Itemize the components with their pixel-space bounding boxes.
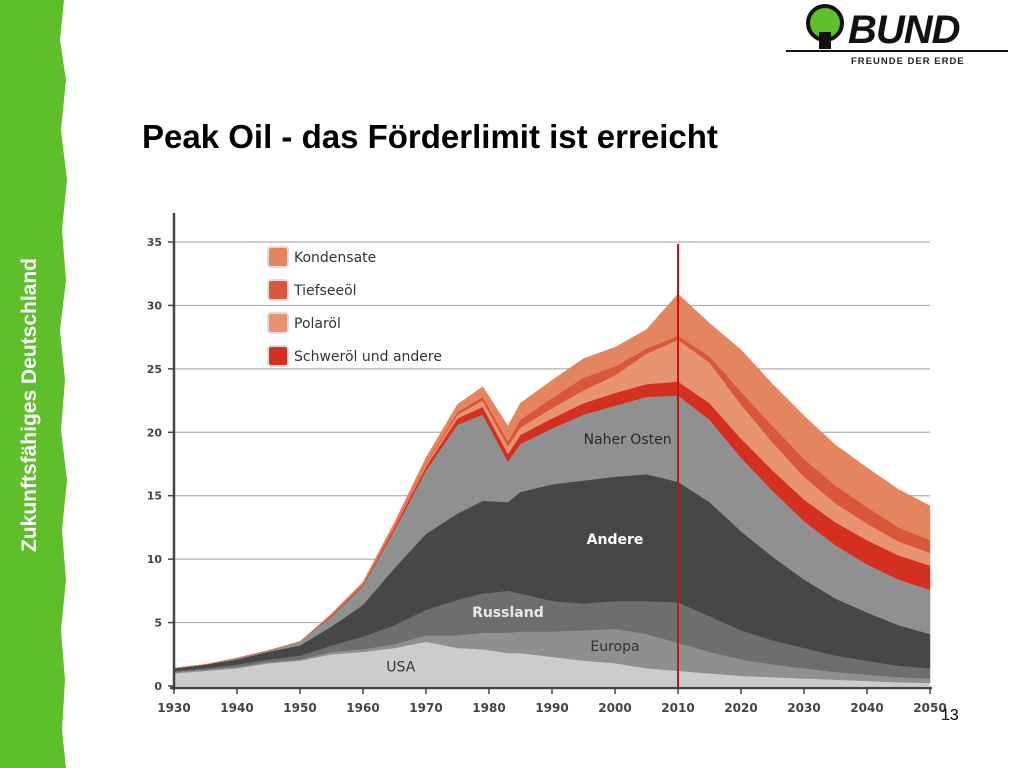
x-tick-label-2030: 2030 xyxy=(787,701,820,715)
series-label-naher_osten: Naher Osten xyxy=(584,432,672,448)
series-labels: USA Europa Russland Andere Naher Osten xyxy=(386,432,671,675)
series-label-europa: Europa xyxy=(590,639,639,655)
x-tick-label-2040: 2040 xyxy=(850,701,883,715)
y-tick-label-20: 20 xyxy=(147,426,163,439)
logo-divider xyxy=(786,50,1008,52)
legend-swatch-polaroel xyxy=(267,312,289,334)
y-tick-label-25: 25 xyxy=(147,363,162,376)
sidebar-band: Zukunftsfähiges Deutschland xyxy=(0,0,67,768)
series-label-russland: Russland xyxy=(472,605,544,621)
x-tick-label-2050: 2050 xyxy=(913,701,946,715)
y-tick-label-15: 15 xyxy=(147,490,162,503)
x-tick-label-1940: 1940 xyxy=(220,701,253,715)
y-tick-label-10: 10 xyxy=(147,553,163,566)
y-tick-label-0: 0 xyxy=(154,680,162,693)
slide-title: Peak Oil - das Förderlimit ist erreicht xyxy=(142,118,718,155)
logo-tagline: FREUNDE DER ERDE xyxy=(851,56,965,67)
legend-swatch-kondensate xyxy=(267,246,289,268)
series-label-usa: USA xyxy=(386,659,415,675)
oil-production-chart: 0 5 10 15 20 25 30 35 1930 1940 1950 1960 1970 1980 19… xyxy=(147,213,947,715)
x-tick-label-1950: 1950 xyxy=(283,701,316,715)
x-tick-label-2010: 2010 xyxy=(661,701,694,715)
legend-swatch-schweroel xyxy=(267,345,289,367)
page-number: 13 xyxy=(941,707,959,724)
area-series xyxy=(173,293,931,687)
legend-label-schweroel: Schweröl und andere xyxy=(294,349,442,365)
x-tick-label-2020: 2020 xyxy=(724,701,757,715)
x-tick-label-1930: 1930 xyxy=(157,701,190,715)
logo-wordmark: BUND xyxy=(848,8,961,52)
legend-label-tiefseeoel: Tiefseeöl xyxy=(293,283,357,299)
sidebar-title: Zukunftsfähiges Deutschland xyxy=(18,257,41,553)
x-tick-label-1970: 1970 xyxy=(409,701,442,715)
axes: 0 5 10 15 20 25 30 35 1930 1940 1950 1960 1970 1980 19… xyxy=(147,213,947,715)
y-tick-label-35: 35 xyxy=(147,236,162,249)
green-torn-band xyxy=(0,0,67,768)
legend-label-kondensate: Kondensate xyxy=(294,250,376,266)
series-label-andere: Andere xyxy=(587,532,644,548)
area-kondensate xyxy=(173,293,931,669)
legend-label-polaroel: Polaröl xyxy=(294,316,341,332)
x-tick-label-1980: 1980 xyxy=(472,701,505,715)
x-tick-label-1990: 1990 xyxy=(535,701,568,715)
y-tick-label-5: 5 xyxy=(154,617,162,630)
legend-swatch-tiefseeoel xyxy=(267,279,289,301)
tree-logo-icon xyxy=(806,4,844,49)
legend: Kondensate Tiefseeöl Polaröl Schweröl und a… xyxy=(267,246,442,367)
x-tick-label-2000: 2000 xyxy=(598,701,631,715)
x-tick-label-1960: 1960 xyxy=(346,701,379,715)
y-tick-label-30: 30 xyxy=(147,299,163,312)
